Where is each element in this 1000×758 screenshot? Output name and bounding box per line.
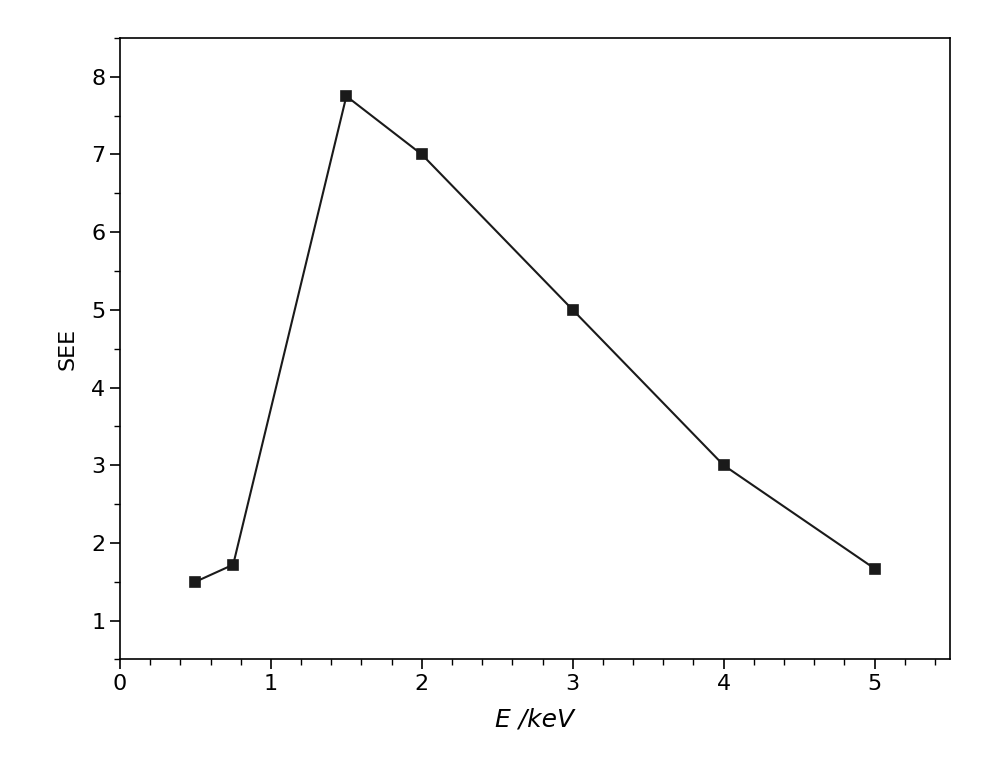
Y-axis label: SEE: SEE xyxy=(57,327,77,370)
X-axis label: E /keV: E /keV xyxy=(495,708,575,732)
